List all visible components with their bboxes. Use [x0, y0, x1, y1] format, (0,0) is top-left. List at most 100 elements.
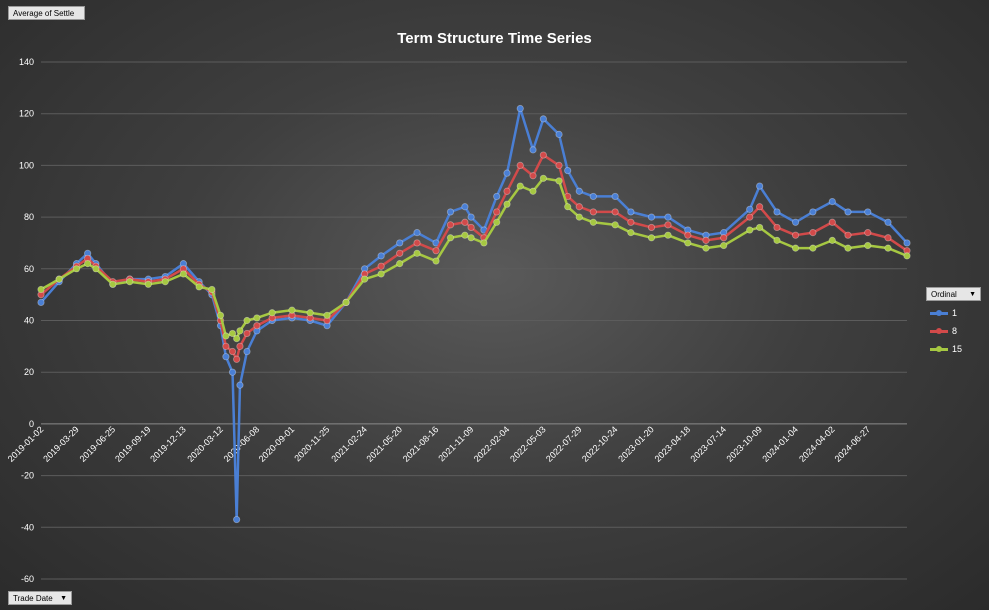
data-point — [467, 223, 475, 232]
data-point — [222, 353, 230, 361]
data-point — [306, 309, 314, 317]
data-point — [864, 241, 872, 250]
data-point — [809, 208, 817, 216]
data-point — [288, 306, 296, 314]
data-point — [529, 172, 537, 180]
data-point — [746, 205, 754, 213]
series-8 — [37, 151, 911, 363]
chevron-down-icon: ▼ — [60, 594, 67, 602]
data-point — [37, 298, 45, 307]
data-point — [253, 322, 261, 330]
data-point — [555, 130, 563, 138]
ordinal-filter-button[interactable]: Ordinal ▼ — [926, 287, 981, 301]
data-point — [461, 231, 469, 239]
data-point — [377, 262, 385, 270]
data-point — [773, 208, 781, 216]
data-point — [236, 342, 244, 350]
data-point — [461, 203, 469, 211]
data-point — [791, 244, 800, 252]
legend-swatch-1 — [930, 309, 948, 316]
data-point — [493, 218, 501, 226]
y-tick-label: 120 — [19, 109, 34, 119]
legend-swatch-15 — [930, 345, 948, 352]
data-point — [647, 234, 656, 242]
data-point — [228, 329, 237, 338]
data-point — [446, 208, 455, 216]
data-point — [503, 200, 511, 208]
data-point — [555, 161, 563, 169]
data-point — [396, 249, 404, 257]
series-15 — [37, 174, 911, 343]
data-point — [611, 208, 619, 216]
data-point — [396, 260, 404, 268]
data-point — [844, 208, 852, 216]
x-tick-label: 2022-02-04 — [472, 424, 512, 464]
x-tick-label: 2019-12-13 — [148, 424, 188, 464]
x-tick-label: 2023-07-14 — [689, 424, 729, 464]
data-point — [589, 208, 597, 216]
data-point — [647, 213, 656, 221]
data-point — [92, 265, 100, 273]
data-point — [467, 234, 475, 242]
data-point — [791, 218, 800, 226]
data-point — [446, 221, 455, 229]
x-tick-label: 2019-06-25 — [78, 424, 118, 464]
data-point — [480, 239, 488, 247]
data-point — [702, 244, 710, 252]
x-tick-label: 2021-02-24 — [329, 424, 369, 464]
data-point — [627, 229, 635, 237]
data-point — [432, 257, 440, 265]
data-point — [844, 231, 852, 239]
data-point — [575, 213, 583, 221]
data-point — [555, 177, 563, 185]
data-point — [611, 221, 619, 229]
legend-item-8[interactable]: 8 — [930, 322, 962, 340]
data-point — [903, 239, 911, 247]
gridlines — [41, 61, 907, 580]
data-point — [467, 213, 475, 221]
data-point — [109, 280, 117, 288]
data-point — [684, 239, 692, 247]
data-point — [627, 218, 635, 226]
data-point — [236, 381, 244, 389]
data-point — [884, 234, 892, 242]
x-tick-label: 2024-04-02 — [797, 424, 837, 464]
y-tick-label: 140 — [19, 57, 34, 67]
legend-item-1[interactable]: 1 — [930, 304, 962, 322]
data-point — [884, 218, 892, 226]
x-tick-label: 2023-04-18 — [653, 424, 693, 464]
average-of-settle-button[interactable]: Average of Settle — [8, 6, 85, 20]
data-point — [746, 213, 754, 221]
data-point — [575, 187, 583, 195]
data-point — [243, 347, 251, 356]
trade-date-button[interactable]: Trade Date ▼ — [8, 591, 72, 605]
x-tick-label: 2022-07-29 — [544, 424, 584, 464]
data-point — [564, 203, 572, 211]
data-point — [268, 309, 276, 317]
data-point — [233, 515, 241, 524]
x-tick-label: 2021-08-16 — [401, 424, 441, 464]
data-point — [243, 316, 251, 325]
data-point — [144, 280, 152, 288]
data-point — [126, 278, 134, 286]
data-point — [503, 169, 511, 177]
data-point — [493, 192, 501, 201]
legend-item-15[interactable]: 15 — [930, 340, 962, 358]
data-point — [55, 275, 63, 283]
data-point — [413, 249, 421, 257]
data-point — [791, 231, 800, 239]
trade-date-label: Trade Date — [13, 593, 53, 603]
x-tick-label: 2020-09-01 — [257, 424, 297, 464]
x-tick-label: 2020-03-12 — [185, 424, 225, 464]
data-point — [664, 213, 672, 221]
data-point — [233, 334, 241, 343]
data-point — [413, 229, 421, 237]
data-point — [664, 231, 672, 239]
data-point — [228, 347, 237, 356]
data-point — [361, 275, 369, 283]
data-point — [539, 151, 547, 159]
data-point — [243, 329, 251, 338]
x-tick-label: 2023-01-20 — [616, 424, 656, 464]
x-tick-label: 2020-06-08 — [222, 424, 262, 464]
data-point — [864, 229, 872, 237]
